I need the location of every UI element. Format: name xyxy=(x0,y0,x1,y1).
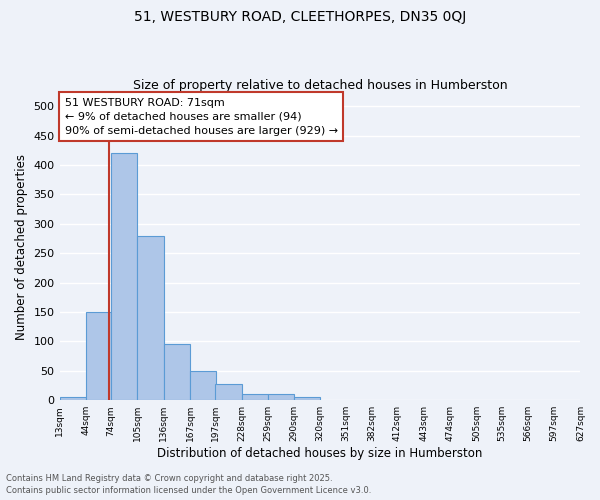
Bar xyxy=(59,398,86,400)
Text: 51, WESTBURY ROAD, CLEETHORPES, DN35 0QJ: 51, WESTBURY ROAD, CLEETHORPES, DN35 0QJ xyxy=(134,10,466,24)
Bar xyxy=(294,398,320,400)
Bar xyxy=(137,236,164,400)
Bar xyxy=(190,371,216,400)
Bar xyxy=(164,344,190,400)
Bar xyxy=(86,312,112,400)
Y-axis label: Number of detached properties: Number of detached properties xyxy=(15,154,28,340)
Text: Contains HM Land Registry data © Crown copyright and database right 2025.
Contai: Contains HM Land Registry data © Crown c… xyxy=(6,474,371,495)
Text: 51 WESTBURY ROAD: 71sqm
← 9% of detached houses are smaller (94)
90% of semi-det: 51 WESTBURY ROAD: 71sqm ← 9% of detached… xyxy=(65,98,338,136)
Bar xyxy=(268,394,294,400)
X-axis label: Distribution of detached houses by size in Humberston: Distribution of detached houses by size … xyxy=(157,447,483,460)
Title: Size of property relative to detached houses in Humberston: Size of property relative to detached ho… xyxy=(133,79,508,92)
Bar xyxy=(242,394,268,400)
Bar xyxy=(215,384,242,400)
Bar xyxy=(111,154,137,400)
